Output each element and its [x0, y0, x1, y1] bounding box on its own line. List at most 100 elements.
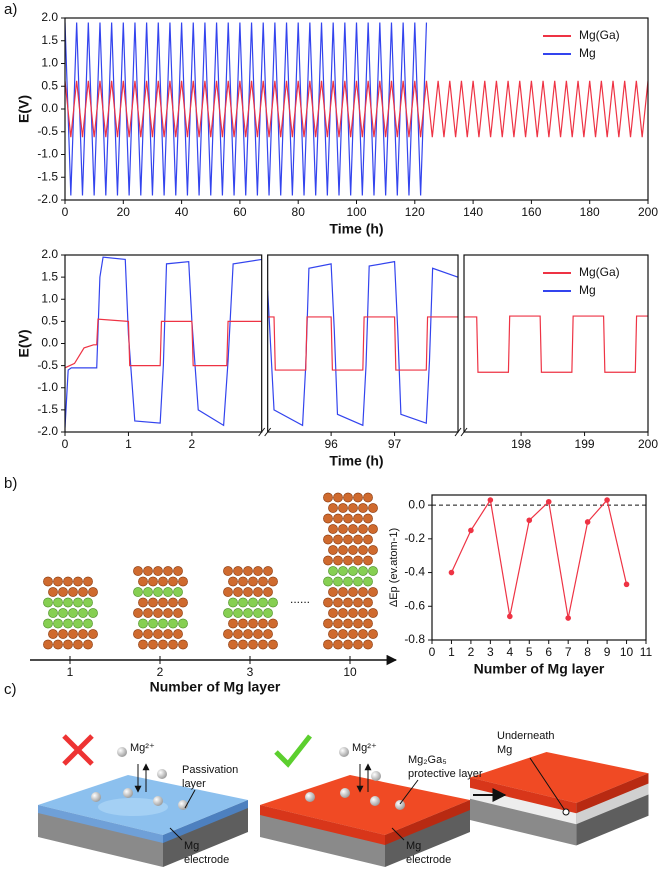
atom: [368, 524, 378, 534]
atom: [253, 566, 263, 576]
ion: [370, 796, 380, 806]
y-tick-label: -0.4: [404, 565, 425, 579]
x-tick-label: 1: [448, 645, 455, 659]
annotation: Passivation: [182, 764, 238, 776]
y-tick-label: 0.5: [41, 78, 58, 92]
atom: [268, 639, 278, 650]
atom: [343, 576, 353, 587]
layer: [470, 777, 577, 814]
atom: [243, 629, 253, 639]
atom: [343, 639, 353, 650]
x-tick-label: 60: [233, 205, 247, 219]
leader: [529, 757, 567, 813]
ion: [117, 747, 127, 757]
atom: [223, 608, 233, 618]
annotation: Mg₂Ga₅: [408, 754, 447, 766]
atom: [328, 587, 338, 597]
atom: [148, 576, 158, 587]
y-tick-label: 2.0: [41, 247, 58, 261]
atom: [258, 576, 268, 587]
atom: [363, 618, 373, 629]
block-passivated: [38, 775, 248, 867]
atom: [243, 608, 253, 618]
structure-diagram: 1 2 3 10 ...... Number of Mg layer: [30, 492, 398, 695]
x-tick-label: 0: [62, 437, 69, 451]
atom: [333, 555, 343, 566]
atom: [138, 618, 148, 629]
series-line: [65, 315, 648, 373]
atom: [358, 503, 368, 513]
atom: [233, 587, 243, 597]
atom: [358, 587, 368, 597]
atom: [338, 608, 348, 618]
axis-break: [454, 427, 462, 437]
atom: [328, 566, 338, 576]
atom: [243, 566, 253, 576]
atom: [343, 597, 353, 608]
atom: [258, 618, 268, 629]
atom: [323, 576, 333, 587]
y-tick-label: -0.5: [37, 358, 58, 372]
x-tick-label: 7: [565, 645, 572, 659]
plot-frame: [64, 254, 263, 433]
x-tick-label: 80: [292, 205, 306, 219]
atom: [328, 608, 338, 618]
atom: [323, 534, 333, 545]
marker: [507, 613, 513, 620]
atom: [173, 608, 183, 618]
leader: [184, 789, 196, 809]
ion: [395, 800, 405, 810]
atom: [63, 639, 73, 650]
marker: [545, 498, 552, 505]
ion-label: Mg²⁺: [352, 742, 377, 754]
atom: [168, 618, 178, 629]
annotation: Underneath: [497, 730, 555, 742]
atom: [358, 629, 368, 639]
atom: [248, 597, 258, 608]
x-tick-label: 199: [575, 437, 595, 451]
atom: [348, 503, 358, 513]
atom: [143, 629, 153, 639]
x-tick-label: 2: [468, 645, 475, 659]
atom: [143, 566, 153, 576]
atom: [363, 597, 373, 608]
y-tick-label: -0.8: [404, 632, 425, 646]
atom: [173, 587, 183, 597]
atom: [143, 587, 153, 597]
series-line: [450, 498, 628, 619]
atom: [248, 576, 258, 587]
atom: [63, 618, 73, 629]
atom: [353, 555, 363, 566]
axis-break: [264, 427, 272, 437]
atom: [358, 566, 368, 576]
ion: [340, 788, 350, 798]
atom: [133, 587, 143, 597]
atom: [83, 639, 93, 650]
structure-label: 2: [157, 665, 164, 679]
x-tick-label: 160: [521, 205, 541, 219]
atom: [133, 629, 143, 639]
atom: [53, 597, 63, 608]
atom: [228, 639, 238, 650]
atom: [148, 597, 158, 608]
y-tick-label: -1.5: [37, 402, 58, 416]
atom: [163, 587, 173, 597]
x-tick-label: 200: [638, 205, 658, 219]
y-tick-label: 1.0: [41, 56, 58, 70]
atom: [143, 608, 153, 618]
x-tick-label: 96: [324, 437, 338, 451]
atom: [73, 597, 83, 608]
atom: [148, 639, 158, 650]
atom: [233, 629, 243, 639]
atom: [163, 629, 173, 639]
atom: [83, 618, 93, 629]
atom: [363, 513, 373, 524]
atom: [43, 618, 53, 629]
atom: [73, 639, 83, 650]
atom: [353, 576, 363, 587]
atom: [223, 587, 233, 597]
atom: [323, 492, 333, 503]
atom: [138, 597, 148, 608]
atom: [178, 639, 188, 650]
atom: [368, 566, 378, 576]
